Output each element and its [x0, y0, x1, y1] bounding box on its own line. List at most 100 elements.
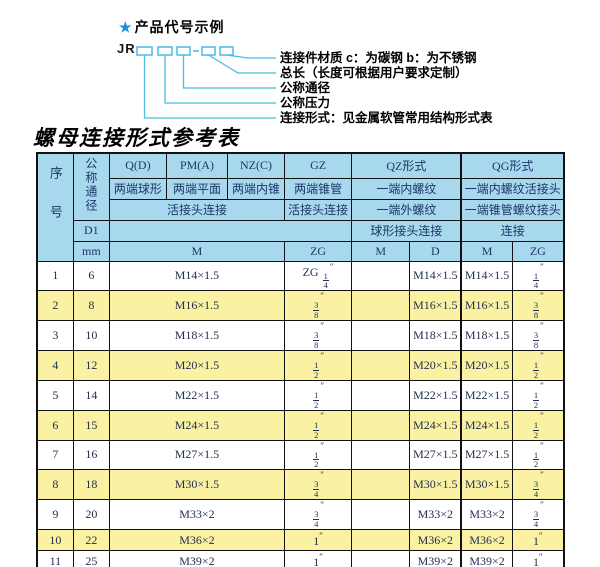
serial-cell: 6 — [36, 409, 74, 441]
qg-m-cell: M22×1.5 — [460, 379, 513, 411]
callout-line — [143, 55, 276, 119]
m-cell: M39×2 — [108, 550, 285, 567]
header-qg-desc1: 一端内螺纹活接头 — [460, 177, 565, 200]
table-row: 11 25 M39×2 1″ M39×2 M39×2 1″ — [36, 550, 565, 567]
qz-d-cell: M30×1.5 — [409, 469, 463, 501]
qg-m-cell: M39×2 — [460, 550, 513, 567]
table-row: 5 14 M22×1.5 1 2 ″ M22×1.5 M22×1.5 1 2 ″ — [36, 379, 565, 411]
table-row: 9 20 M33×2 3 4 ″ M33×2 M33×2 3 4 ″ — [36, 499, 565, 531]
qg-zg-cell: 3 4 ″ — [511, 499, 565, 531]
qz-m-cell — [351, 409, 411, 441]
qg-m-cell: M14×1.5 — [460, 260, 513, 292]
inch-mark: ″ — [320, 351, 325, 362]
qg-zg-cell: 1 2 ″ — [511, 439, 565, 471]
qg-zg-cell: 3 8 ″ — [511, 290, 565, 322]
header-m2: M — [351, 240, 411, 262]
qg-zg-cell: 3 4 ″ — [511, 469, 565, 501]
diagram-label: 公称压力 — [280, 96, 331, 110]
m-cell: M16×1.5 — [108, 290, 285, 322]
dn-cell: 6 — [72, 260, 110, 292]
callout-line — [164, 55, 276, 104]
qg-zg-cell: 1 2 ″ — [511, 350, 565, 381]
diagram-label: 连接形式：见金属软管常用结构形式表 — [280, 111, 493, 125]
zg-cell: 1″ — [283, 550, 353, 567]
table-row: 10 22 M36×2 1″ M36×2 M36×2 1″ — [36, 529, 565, 552]
serial-cell: 4 — [36, 350, 74, 381]
header-qd-desc: 两端球形 — [108, 177, 167, 200]
header-gz-connection: 活接头连接 — [283, 198, 353, 221]
inch-mark: ″ — [320, 410, 325, 421]
inch-mark: ″ — [320, 380, 325, 391]
header-qg-connection: 连接 — [460, 219, 565, 242]
qz-d-cell: M20×1.5 — [409, 350, 463, 381]
dn-cell: 16 — [72, 439, 110, 471]
inch-mark: ″ — [320, 291, 325, 302]
header-qd: Q(D) — [108, 152, 167, 179]
qz-d-cell: M18×1.5 — [409, 320, 463, 352]
serial-cell: 2 — [36, 290, 74, 322]
inch-mark: ″ — [538, 552, 543, 563]
qz-m-cell — [351, 379, 411, 411]
zg-cell: 3 8 ″ — [283, 320, 353, 352]
zg-cell: 1 2 ″ — [283, 439, 353, 471]
qz-m-cell — [351, 320, 411, 352]
header-qg-desc2: 一端锥管螺纹接头 — [460, 198, 565, 221]
header-qz-connection: 球形接头连接 — [351, 219, 463, 242]
header-zg1: ZG — [283, 240, 353, 262]
code-box — [157, 46, 173, 56]
inch-mark: ″ — [540, 321, 544, 332]
header-nzc-desc: 两端内锥 — [226, 177, 285, 200]
header-blank-cell — [108, 219, 353, 242]
m-cell: M20×1.5 — [108, 350, 285, 381]
qz-d-cell: M27×1.5 — [409, 439, 463, 471]
serial-cell: 9 — [36, 499, 74, 531]
header-zg2: ZG — [511, 240, 565, 262]
qz-m-cell — [351, 290, 411, 322]
zg-cell: 3 8 ″ — [283, 290, 353, 322]
serial-cell: 11 — [36, 550, 74, 567]
table-row: 7 16 M27×1.5 1 2 ″ M27×1.5 M27×1.5 1 2 ″ — [36, 439, 565, 471]
star-icon: ★ — [119, 19, 133, 35]
m-cell: M27×1.5 — [108, 439, 285, 471]
header-d1: D1 — [72, 219, 110, 242]
inch-mark: ″ — [540, 261, 544, 272]
inch-mark: ″ — [540, 291, 544, 302]
header-pma: PM(A) — [165, 152, 228, 179]
m-cell: M22×1.5 — [108, 379, 285, 411]
dn-cell: 22 — [72, 529, 110, 552]
m-cell: M24×1.5 — [108, 409, 285, 441]
qz-d-cell: M22×1.5 — [409, 379, 463, 411]
zg-cell: 1 2 ″ — [283, 350, 353, 381]
qg-m-cell: M24×1.5 — [460, 409, 513, 441]
qg-zg-cell: 1 2 ″ — [511, 379, 565, 411]
product-code-prefix: JR — [117, 41, 136, 56]
zg-cell: 1 2 ″ — [283, 379, 353, 411]
header-qg: QG形式 — [460, 152, 565, 179]
diagram-label: 总长（长度可根据用户要求定制） — [280, 66, 468, 80]
zg-cell: 3 4 ″ — [283, 499, 353, 531]
header-qz-desc2: 一端外螺纹 — [351, 198, 463, 221]
qg-m-cell: M16×1.5 — [460, 290, 513, 322]
qz-d-cell: M36×2 — [409, 529, 463, 552]
inch-mark: ″ — [320, 470, 325, 481]
code-box — [201, 46, 216, 56]
qz-m-cell — [351, 499, 411, 531]
qz-m-cell — [351, 469, 411, 501]
dn-cell: 10 — [72, 320, 110, 352]
qg-zg-cell: 1″ — [511, 550, 565, 567]
callout-line — [182, 55, 276, 89]
table-row: 4 12 M20×1.5 1 2 ″ M20×1.5 M20×1.5 1 2 ″ — [36, 350, 565, 381]
callout-line — [226, 54, 276, 59]
inch-mark: ″ — [319, 552, 323, 563]
header-serial-text: 序号 — [47, 166, 63, 245]
